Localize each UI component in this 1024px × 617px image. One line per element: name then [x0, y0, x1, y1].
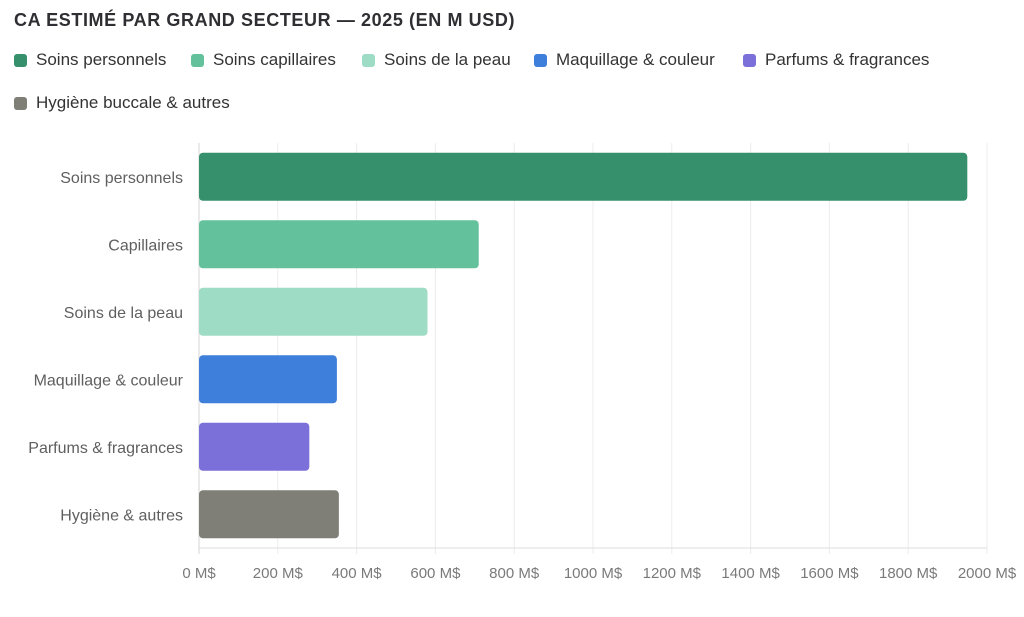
x-tick-label: 2000 M$ [958, 565, 1017, 582]
x-tick-labels: 0 M$ 200 M$ 400 M$ 600 M$ 800 M$ 1000 M$ 1200 … [182, 565, 1017, 582]
chart-title: CA ESTIMÉ PAR GRAND SECTEUR — 2025 (EN M… [14, 10, 516, 30]
legend-item-hygiene-buccale[interactable]: Hygiène buccale & autres [14, 91, 230, 115]
bar [199, 152, 968, 201]
x-tick-label: 1600 M$ [800, 565, 859, 582]
legend-label: Parfums & fragrances [765, 50, 930, 69]
legend-label: Soins personnels [36, 50, 167, 69]
category-label: Capillaires [108, 237, 183, 254]
x-tick-label: 1800 M$ [879, 565, 938, 582]
legend-label: Maquillage & couleur [556, 50, 715, 69]
bar [199, 220, 479, 269]
legend-item-maquillage-couleur[interactable]: Maquillage & couleur [534, 48, 715, 72]
category-label: Hygiène & autres [60, 507, 183, 524]
legend-label: Soins capillaires [213, 50, 336, 69]
bar [199, 287, 428, 336]
x-tick-label: 1000 M$ [564, 565, 623, 582]
category-label: Soins personnels [60, 170, 183, 187]
legend-label: Soins de la peau [384, 50, 511, 69]
x-tick-label: 0 M$ [182, 565, 216, 582]
legend-item-soins-capillaires[interactable]: Soins capillaires [191, 48, 336, 72]
legend-swatch [534, 53, 547, 67]
bar [199, 490, 339, 539]
legend-swatch [191, 53, 204, 67]
x-tick-label: 800 M$ [489, 565, 540, 582]
x-tick-label: 600 M$ [410, 565, 461, 582]
legend-item-parfums-fragrances[interactable]: Parfums & fragrances [743, 48, 929, 72]
legend-label: Hygiène buccale & autres [36, 93, 230, 112]
x-tick-label: 200 M$ [253, 565, 304, 582]
category-labels: Soins personnels Capillaires Soins de la p… [28, 170, 183, 525]
x-tick-label: 1400 M$ [721, 565, 780, 582]
x-tick-label: 1200 M$ [643, 565, 702, 582]
x-tick-label: 400 M$ [332, 565, 383, 582]
bar [199, 355, 337, 404]
legend-item-soins-personnels[interactable]: Soins personnels [14, 48, 166, 72]
legend-item-soins-de-la-peau[interactable]: Soins de la peau [362, 48, 511, 72]
legend-swatch [362, 53, 375, 67]
legend-swatch [743, 53, 756, 67]
legend-swatch [14, 53, 27, 67]
legend-swatch [14, 96, 27, 110]
category-label: Parfums & fragrances [28, 440, 183, 457]
category-label: Soins de la peau [64, 305, 183, 322]
bars [199, 152, 968, 539]
bar [199, 422, 310, 471]
grid-lines [198, 143, 988, 554]
category-label: Maquillage & couleur [34, 372, 184, 389]
